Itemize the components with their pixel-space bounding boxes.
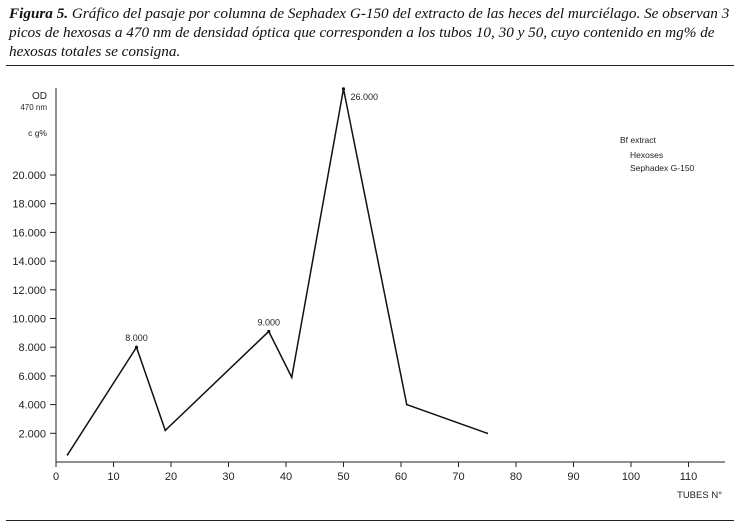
x-tick-label: 40 [280, 471, 292, 483]
data-point [66, 453, 69, 456]
peak-label: 8.000 [125, 333, 148, 343]
y-tick-label: 10.000 [12, 314, 46, 326]
peak-label: 9.000 [257, 317, 280, 327]
legend-entry-extract: Bf extract [620, 135, 657, 145]
peak-marker [134, 345, 139, 349]
y-axis-label-unit: c g% [28, 128, 47, 138]
series-line [66, 88, 488, 456]
x-tick-label: 100 [622, 471, 640, 483]
bottom-rule [6, 520, 734, 521]
y-axis-label-wavelength: 470 nm [20, 103, 47, 112]
x-axis-label: TUBES N° [677, 490, 722, 501]
y-tick-label: 8.000 [18, 342, 46, 354]
figure-caption-text: Gráfico del pasaje por columna de Sephad… [9, 5, 730, 60]
x-tick-label: 60 [395, 471, 407, 483]
data-point [290, 376, 293, 379]
x-tick-label: 80 [510, 471, 522, 483]
data-point [405, 403, 408, 406]
y-tick-label: 12.000 [12, 285, 46, 297]
top-rule [6, 65, 734, 66]
y-tick-label: 14.000 [12, 256, 46, 268]
x-tick-label: 50 [337, 471, 349, 483]
y-tick-label: 6.000 [18, 371, 46, 383]
x-tick-label: 90 [567, 471, 579, 483]
data-point [486, 432, 489, 435]
y-tick-label: 2.000 [18, 428, 46, 440]
y-tick-label: 4.000 [18, 400, 46, 412]
x-tick-label: 20 [165, 471, 177, 483]
y-tick-label: 18.000 [12, 199, 46, 211]
x-tick-label: 110 [680, 471, 698, 483]
y-tick-label: 20.000 [12, 170, 46, 182]
data-point [164, 429, 167, 432]
peak-marker [341, 87, 346, 91]
legend-entry-sephadex: Sephadex G-150 [630, 163, 695, 173]
legend-entry-hexoses: Hexoses [630, 150, 663, 160]
peak-label: 26.000 [351, 92, 379, 102]
peak-marker [267, 329, 271, 334]
y-axis-label-od: OD [32, 91, 47, 102]
x-tick-label: 10 [107, 471, 119, 483]
x-tick-label: 30 [222, 471, 234, 483]
x-tick-label: 70 [452, 471, 464, 483]
figure-caption: Figura 5. Gráfico del pasaje por columna… [9, 4, 735, 61]
figure-caption-lead: Figura 5. [9, 5, 69, 22]
x-tick-label: 0 [53, 471, 59, 483]
y-tick-label: 16.000 [12, 227, 46, 239]
